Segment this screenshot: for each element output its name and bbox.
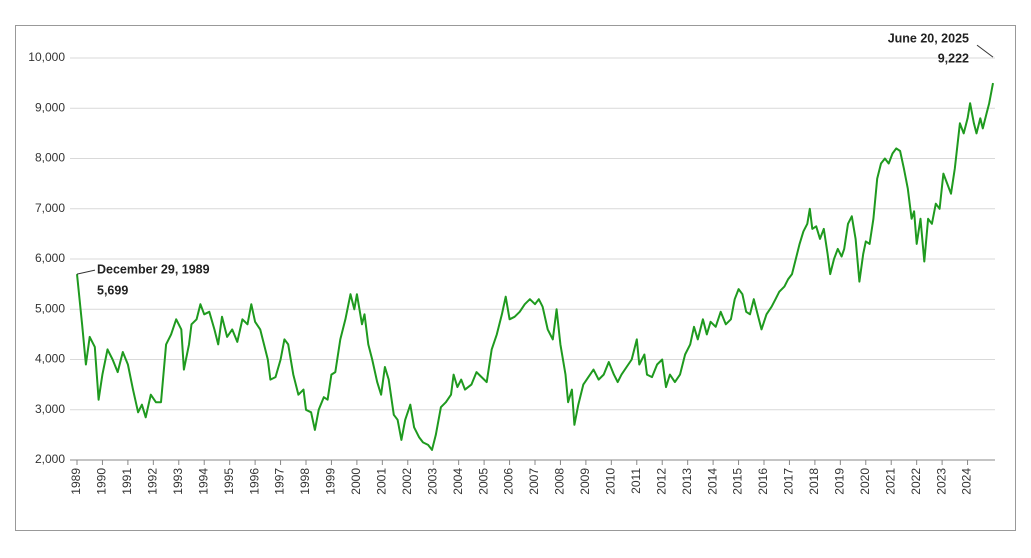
frame: [15, 25, 1016, 531]
x-tick-label: 2018: [807, 468, 821, 495]
annotation-date: June 20, 2025: [888, 31, 969, 45]
x-tick-label: 2004: [451, 468, 465, 495]
x-tick-label: 2022: [909, 468, 923, 495]
annotation-leader: [976, 44, 994, 58]
x-tick-label: 1992: [146, 468, 160, 495]
x-tick-label: 1990: [95, 468, 109, 495]
x-tick-label: 2014: [705, 468, 719, 495]
x-tick-label: 2024: [960, 468, 974, 495]
x-tick-label: 2007: [527, 468, 541, 495]
x-tick-label: 2020: [858, 468, 872, 495]
x-tick-label: 1994: [196, 468, 210, 495]
y-tick-label: 8,000: [35, 151, 65, 165]
x-tick-label: 2011: [629, 468, 643, 494]
x-tick-label: 2021: [883, 468, 897, 495]
x-tick-label: 1996: [247, 468, 261, 495]
x-tick-label: 2003: [425, 468, 439, 495]
x-tick-label: 2015: [731, 468, 745, 495]
x-tick-label: 2017: [782, 468, 796, 495]
annotation-value: 5,699: [97, 283, 128, 297]
x-tick-label: 1995: [222, 468, 236, 495]
y-tick-label: 7,000: [35, 201, 65, 215]
x-tick-label: 1998: [298, 468, 312, 495]
x-tick-label: 2009: [578, 468, 592, 495]
x-tick-label: 2019: [833, 468, 847, 495]
annotation-value: 9,222: [938, 51, 969, 65]
x-tick-label: 2010: [604, 468, 618, 495]
x-tick-label: 2001: [375, 468, 389, 495]
x-tick-label: 2013: [680, 468, 694, 495]
x-tick-label: 1991: [120, 468, 134, 495]
y-tick-label: 5,000: [35, 301, 65, 315]
x-tick-label: 2006: [502, 468, 516, 495]
x-tick-label: 2002: [400, 468, 414, 495]
x-tick-label: 2023: [934, 468, 948, 495]
y-tick-label: 3,000: [35, 402, 65, 416]
y-tick-label: 10,000: [28, 50, 65, 64]
x-tick-label: 2000: [349, 468, 363, 495]
line-series: [76, 82, 994, 451]
x-tick-label: 1989: [69, 468, 83, 495]
x-tick-label: 1997: [273, 468, 287, 495]
y-tick-label: 2,000: [35, 452, 65, 466]
annotation-leader: [76, 269, 96, 275]
x-tick-label: 2016: [756, 468, 770, 495]
y-tick-label: 6,000: [35, 251, 65, 265]
x-tick-label: 2012: [654, 468, 668, 495]
x-tick-label: 1999: [324, 468, 338, 495]
x-tick-label: 2008: [553, 468, 567, 495]
x-tick-label: 2005: [476, 468, 490, 495]
x-tick-label: 1993: [171, 468, 185, 495]
y-tick-label: 9,000: [35, 100, 65, 114]
annotation-date: December 29, 1989: [97, 262, 210, 276]
y-tick-label: 4,000: [35, 352, 65, 366]
